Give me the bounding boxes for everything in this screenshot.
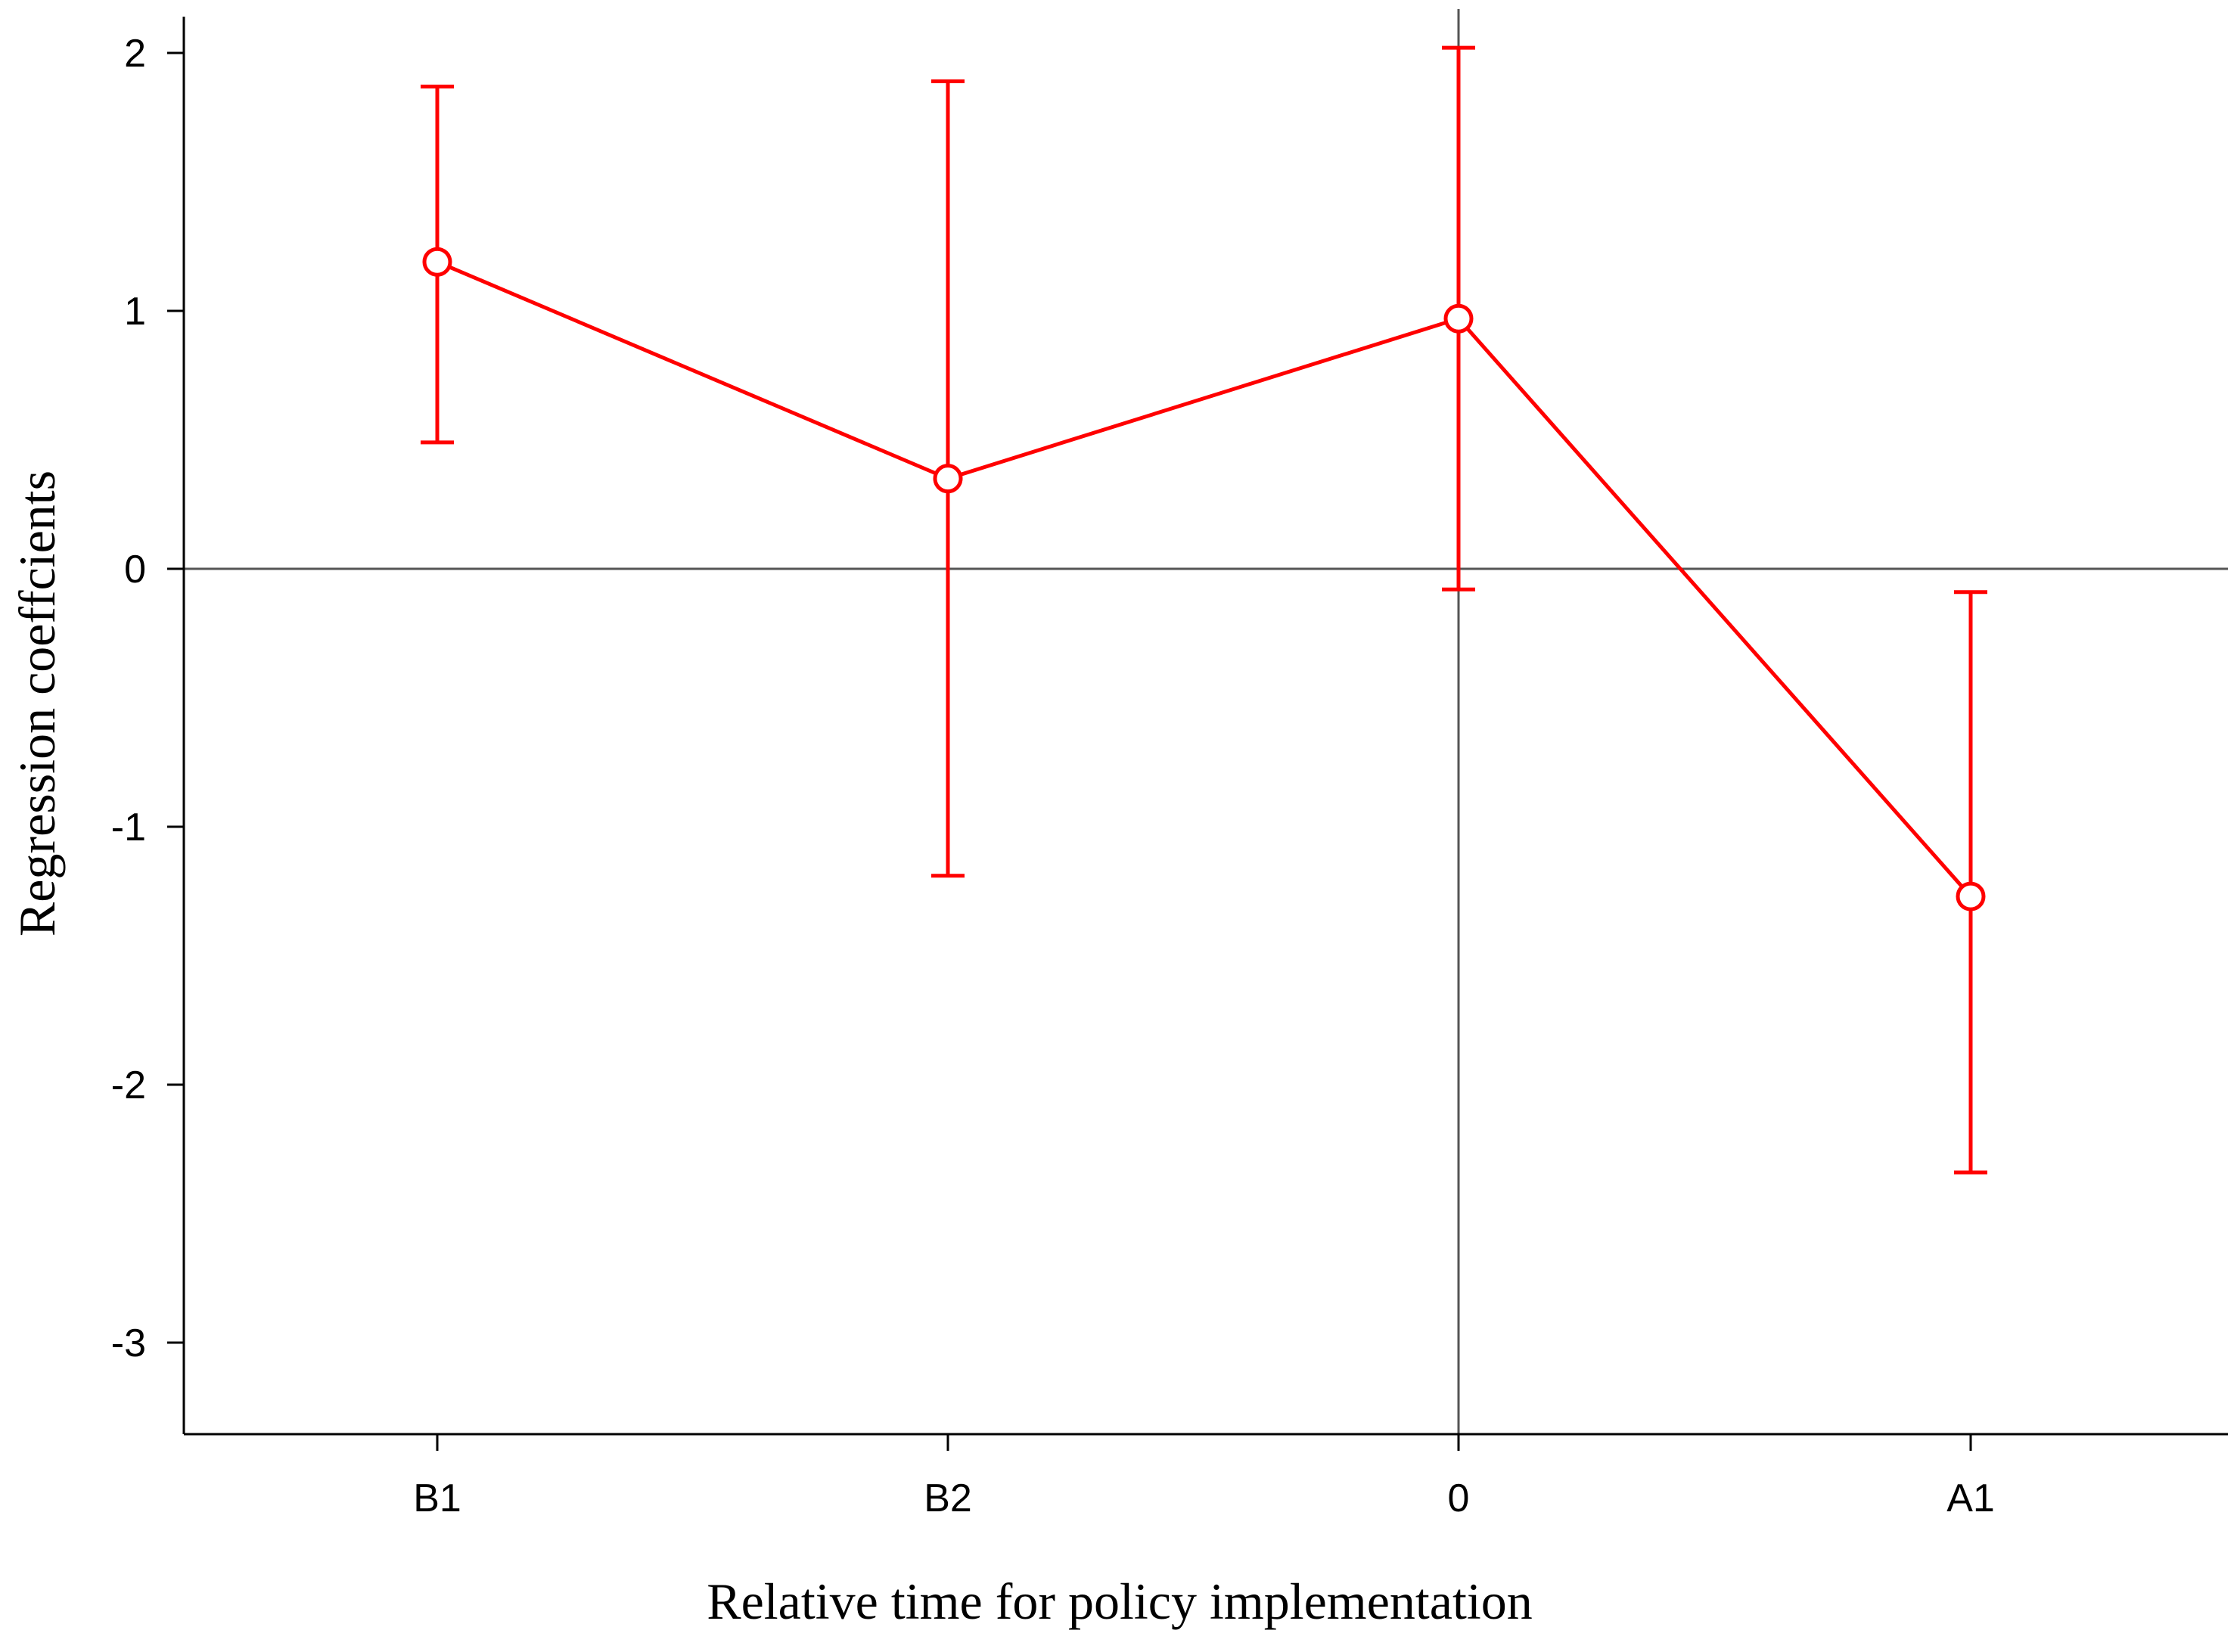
series-layer (421, 45, 1987, 1175)
x-tick-label: B1 (413, 1477, 461, 1520)
data-point-marker (422, 247, 452, 277)
y-tick-label: -3 (111, 1321, 146, 1365)
x-axis-title: Relative time for policy implementation (707, 1573, 1533, 1630)
data-point-marker (1956, 881, 1986, 911)
y-tick-label: 1 (124, 290, 146, 334)
x-tick-label: A1 (1946, 1477, 1995, 1520)
series-line (437, 259, 1972, 898)
y-tick-label: 0 (124, 548, 146, 592)
tick-labels: 2 1 0 -1 -2 -3 B1 B2 0 A1 (111, 32, 1995, 1520)
y-tick-label: -1 (111, 806, 146, 849)
reference-lines (184, 9, 2228, 1434)
x-tick-label: 0 (1448, 1477, 1470, 1520)
y-tick-label: -2 (111, 1064, 146, 1107)
y-tick-label: 2 (124, 32, 146, 76)
axes (167, 17, 2228, 1451)
y-axis-title: Regression coeffcients (8, 470, 66, 936)
data-point-marker (1443, 303, 1474, 334)
data-point-marker (933, 464, 963, 494)
x-tick-label: B2 (924, 1477, 972, 1520)
